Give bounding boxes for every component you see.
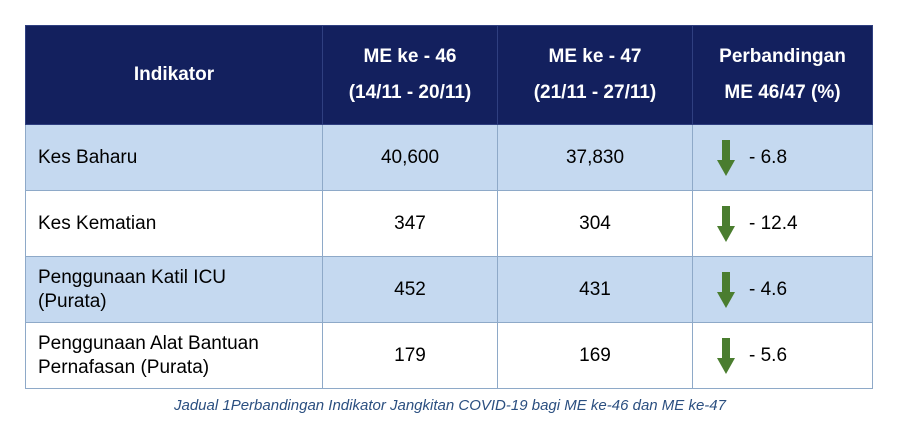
me46-value: 347 (322, 190, 498, 257)
header-indicator-label: Indikator (133, 64, 215, 85)
indicator-cell: Kes Kematian (25, 190, 323, 257)
me47-value: 431 (497, 256, 693, 323)
me47-value: 304 (497, 190, 693, 257)
indicator-label-sub: (Purata) (38, 290, 107, 312)
indicator-label: Penggunaan Alat Bantuan (38, 332, 259, 354)
comparison-cell: - 4.6 (692, 256, 873, 323)
indicator-label-sub: Pernafasan (Purata) (38, 356, 210, 378)
table-caption: Jadual 1Perbandingan Indikator Jangkitan… (174, 397, 726, 414)
comparison-value: - 5.6 (749, 344, 788, 366)
table-row: Kes Kematian 347 304 - 12.4 (25, 190, 873, 257)
comparison-value: - 6.8 (749, 146, 788, 168)
comparison-cell: - 6.8 (692, 124, 873, 191)
comparison-table-container: Indikator ME ke - 46 (14/11 - 20/11) ME … (25, 25, 873, 389)
arrow-down-icon (717, 271, 735, 308)
indicator-label: Penggunaan Katil ICU (38, 266, 227, 288)
header-me47: ME ke - 47 (21/11 - 27/11) (497, 25, 693, 125)
indicator-cell: Penggunaan Alat Bantuan Pernafasan (Pura… (25, 322, 323, 389)
arrow-down-icon (717, 337, 735, 374)
me46-value: 40,600 (322, 124, 498, 191)
comparison-table: Indikator ME ke - 46 (14/11 - 20/11) ME … (25, 25, 873, 389)
table-header-row: Indikator ME ke - 46 (14/11 - 20/11) ME … (25, 25, 873, 125)
me47-value: 169 (497, 322, 693, 389)
header-me46-dates: (14/11 - 20/11) (348, 82, 472, 103)
header-comparison-unit: ME 46/47 (%) (724, 82, 841, 103)
arrow-down-icon (717, 139, 735, 176)
table-row: Kes Baharu 40,600 37,830 - 6.8 (25, 124, 873, 191)
comparison-value: - 12.4 (749, 212, 798, 234)
indicator-cell: Penggunaan Katil ICU (Purata) (25, 256, 323, 323)
header-me47-title: ME ke - 47 (548, 46, 642, 67)
me47-value: 37,830 (497, 124, 693, 191)
arrow-down-icon (717, 205, 735, 242)
indicator-label: Kes Baharu (38, 146, 138, 168)
header-me46-title: ME ke - 46 (363, 46, 457, 67)
me46-value: 452 (322, 256, 498, 323)
comparison-cell: - 12.4 (692, 190, 873, 257)
header-me47-dates: (21/11 - 27/11) (533, 82, 657, 103)
header-comparison: Perbandingan ME 46/47 (%) (692, 25, 873, 125)
indicator-label: Kes Kematian (38, 212, 157, 234)
comparison-value: - 4.6 (749, 278, 788, 300)
indicator-cell: Kes Baharu (25, 124, 323, 191)
me46-value: 179 (322, 322, 498, 389)
table-row: Penggunaan Katil ICU (Purata) 452 431 - … (25, 256, 873, 323)
table-row: Penggunaan Alat Bantuan Pernafasan (Pura… (25, 322, 873, 389)
header-me46: ME ke - 46 (14/11 - 20/11) (322, 25, 498, 125)
header-indicator: Indikator (25, 25, 323, 125)
header-comparison-title: Perbandingan (719, 46, 846, 67)
comparison-cell: - 5.6 (692, 322, 873, 389)
